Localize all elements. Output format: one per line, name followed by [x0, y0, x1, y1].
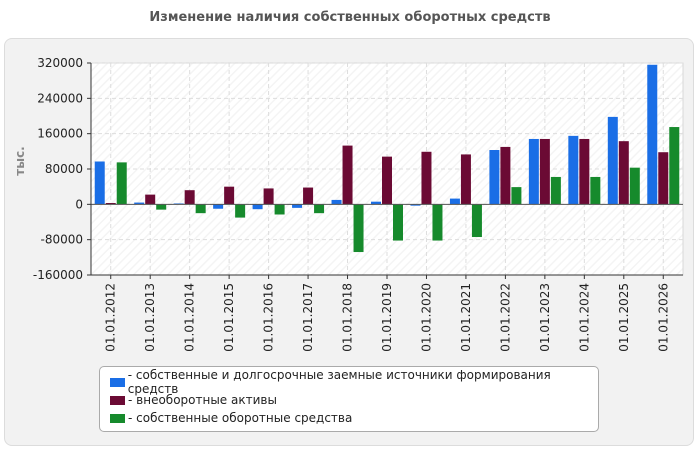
bar: [105, 203, 116, 205]
bar: [134, 202, 145, 205]
x-tick-label: 01.01.2016: [262, 283, 276, 352]
y-tick-label: 160000: [37, 127, 83, 141]
bar: [184, 190, 195, 205]
legend-item: - собственные и долгосрочные заемные ист…: [110, 368, 598, 396]
x-tick-label: 01.01.2014: [183, 283, 197, 352]
x-tick-label: 01.01.2024: [577, 283, 591, 352]
legend-label: - внеоборотные активы: [128, 393, 277, 407]
bar: [539, 138, 550, 205]
bar: [195, 204, 206, 214]
bar: [568, 135, 579, 205]
x-tick-label: 01.01.2019: [380, 283, 394, 352]
legend-swatch: [110, 377, 125, 387]
y-tick-label: 80000: [45, 162, 83, 176]
bar: [116, 162, 127, 205]
bar: [331, 199, 342, 205]
bar: [618, 141, 629, 205]
bar: [235, 204, 246, 218]
x-tick-label: 01.01.2023: [538, 283, 552, 352]
bar: [421, 151, 432, 205]
x-tick-label: 01.01.2026: [656, 283, 670, 352]
legend-item: - собственные оборотные средства: [110, 409, 598, 427]
bar: [669, 127, 680, 205]
bar: [353, 204, 364, 253]
bar: [511, 187, 522, 205]
bar: [303, 187, 314, 205]
bar: [550, 176, 561, 205]
x-tick-label: 01.01.2022: [498, 283, 512, 352]
x-tick-label: 01.01.2020: [419, 283, 433, 352]
bar: [647, 64, 658, 205]
x-tick-label: 01.01.2017: [301, 283, 315, 352]
x-tick-label: 01.01.2015: [222, 283, 236, 352]
y-tick-label: 320000: [37, 56, 83, 70]
y-tick-label: -160000: [33, 268, 83, 282]
bar: [449, 198, 460, 205]
bar: [393, 204, 403, 241]
bar: [579, 138, 590, 205]
bar: [500, 146, 511, 205]
bar: [460, 154, 471, 205]
chart-title: Изменение наличия собственных оборотных …: [149, 10, 551, 25]
bar: [94, 161, 105, 205]
legend-swatch: [110, 395, 125, 405]
bar: [489, 150, 500, 205]
bar: [629, 167, 640, 205]
bar: [590, 176, 601, 205]
bar: [607, 116, 618, 205]
bar: [252, 204, 263, 210]
x-tick-label: 01.01.2018: [341, 283, 355, 352]
legend-item: - внеоборотные активы: [110, 391, 598, 409]
bar: [224, 186, 235, 205]
bar: [471, 204, 482, 238]
axes: 320000 240000 160000 80000 0 -80000 -160000 01.…: [33, 56, 683, 352]
bar: [274, 204, 285, 215]
bar: [432, 204, 443, 241]
legend-label: - собственные и долгосрочные заемные ист…: [127, 368, 551, 396]
bar: [658, 152, 669, 205]
bar: [410, 204, 421, 206]
bars: [94, 64, 680, 253]
legend: - собственные и долгосрочные заемные ист…: [99, 366, 599, 432]
bar: [342, 145, 353, 205]
bar: [314, 204, 325, 214]
bar: [528, 138, 539, 205]
bar: [213, 204, 224, 209]
y-tick-label: 0: [75, 197, 83, 211]
bar: [382, 156, 392, 205]
y-axis-label: тыс.: [13, 146, 27, 175]
x-tick-label: 01.01.2021: [459, 283, 473, 352]
bar: [156, 204, 167, 210]
x-tick-label: 01.01.2013: [143, 283, 157, 352]
x-tick-label: 01.01.2025: [617, 283, 631, 352]
bar: [292, 204, 303, 208]
legend-swatch: [110, 413, 125, 423]
y-tick-label: -80000: [40, 233, 83, 247]
bar: [371, 201, 381, 205]
x-tick-label: 01.01.2012: [104, 283, 118, 352]
legend-label: - собственные оборотные средства: [128, 411, 353, 425]
bar: [263, 188, 274, 205]
y-tick-label: 240000: [37, 91, 83, 105]
bar: [145, 194, 156, 205]
